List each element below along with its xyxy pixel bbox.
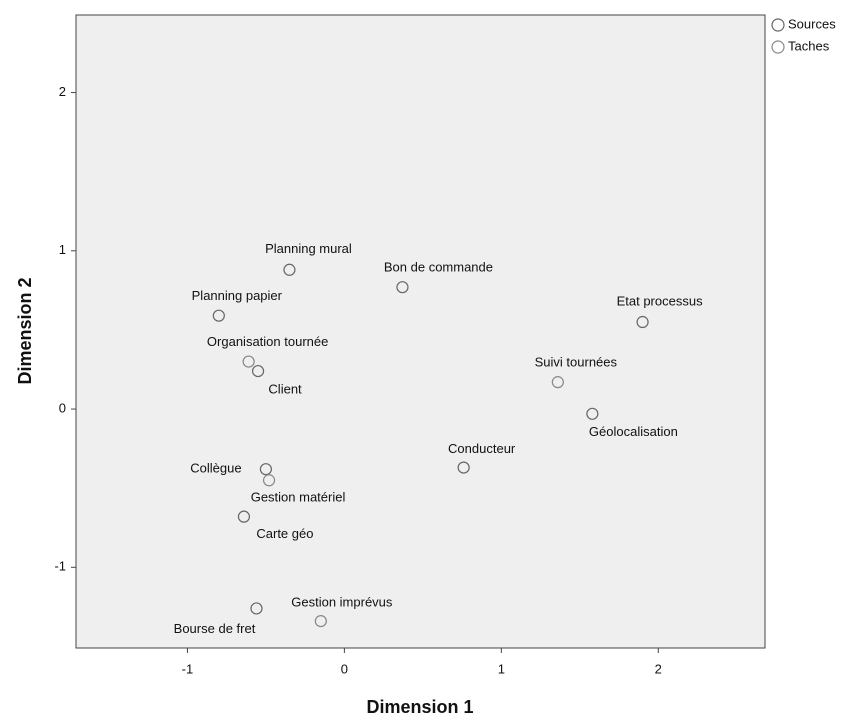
legend-marker (771, 40, 785, 54)
point (457, 461, 470, 474)
legend-marker (771, 18, 785, 32)
legend-label: Taches (788, 38, 830, 53)
x-tick-label: 2 (655, 661, 662, 676)
point (586, 407, 599, 420)
point-label: Client (268, 382, 302, 397)
point-label: Carte géo (256, 526, 313, 541)
point (212, 309, 225, 322)
point-label: Planning papier (192, 288, 283, 303)
x-tick-label: 1 (498, 661, 505, 676)
plot-area (75, 14, 766, 649)
point (259, 463, 273, 476)
point (314, 614, 327, 628)
y-tick-label: -1 (54, 559, 66, 574)
x-tick-label: 0 (341, 661, 348, 676)
point-label: Organisation tournée (207, 334, 328, 349)
y-axis-title: Dimension 2 (15, 277, 35, 384)
point-label: Suivi tournées (535, 355, 618, 370)
point (636, 315, 649, 329)
point (251, 364, 265, 378)
point (250, 602, 263, 615)
point-label: Géolocalisation (589, 424, 678, 439)
y-tick-label: 2 (59, 84, 66, 99)
point-label: Conducteur (448, 441, 516, 456)
point-label: Gestion imprévus (291, 595, 393, 610)
x-axis-title: Dimension 1 (366, 697, 473, 717)
y-tick-label: 1 (59, 242, 66, 257)
point (262, 474, 276, 487)
x-tick-label: -1 (182, 661, 194, 676)
point-label: Gestion matériel (251, 490, 346, 505)
point-label: Planning mural (265, 241, 352, 256)
point-label: Bon de commande (384, 260, 493, 275)
point (396, 281, 409, 294)
y-tick-label: 0 (59, 400, 66, 415)
point-label: Bourse de fret (174, 621, 256, 636)
point (551, 376, 564, 389)
point (283, 263, 296, 276)
point-label: Etat processus (617, 293, 703, 308)
point (242, 355, 255, 368)
point (237, 510, 251, 523)
point-label: Collègue (190, 461, 241, 476)
legend-label: Sources (788, 16, 836, 31)
